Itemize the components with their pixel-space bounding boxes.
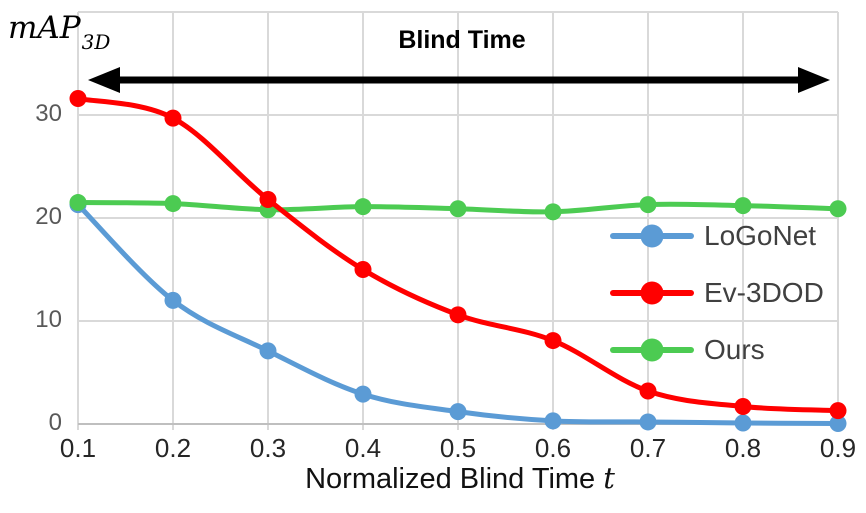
x-tick-label: 0.2 (154, 433, 192, 463)
chart-title: Blind Time (398, 26, 526, 54)
data-point-ours (639, 196, 657, 214)
y-tick-label: 20 (35, 203, 62, 230)
data-point-ev-3dod (259, 190, 277, 208)
y-tick-label: 30 (35, 100, 62, 127)
data-point-logonet (449, 403, 467, 421)
data-point-ev-3dod (734, 397, 752, 415)
data-point-ev-3dod (639, 382, 657, 400)
data-point-ours (829, 200, 847, 218)
x-tick-label: 0.8 (724, 433, 762, 463)
x-axis-label-text: Normalized Blind Time (305, 463, 596, 495)
data-point-logonet (734, 414, 752, 432)
blind-time-arrow-left-head-icon (88, 67, 120, 93)
x-tick-label: 0.6 (534, 433, 572, 463)
data-point-logonet (639, 413, 657, 431)
legend-label-ours: Ours (704, 334, 765, 365)
y-axis-title-main: mAP (8, 10, 81, 46)
data-point-ours (69, 194, 87, 212)
y-axis-title-subscript: 3D (81, 30, 111, 55)
blind-time-arrow-right-head-icon (798, 67, 830, 93)
legend-item-ours: Ours (610, 330, 840, 370)
legend-item-logonet: LoGoNet (610, 216, 840, 256)
series-line-logonet (75, 202, 841, 426)
data-point-ours (734, 197, 752, 215)
data-point-ours (544, 203, 562, 221)
y-tick-label: 0 (48, 409, 62, 436)
legend-swatch-ours (610, 338, 694, 362)
x-tick-label: 0.1 (59, 433, 97, 463)
data-point-ours (449, 200, 467, 218)
data-point-logonet (259, 342, 277, 360)
legend: LoGoNet Ev-3DOD Ours (610, 216, 840, 387)
x-tick-label: 0.4 (344, 433, 382, 463)
x-tick-label: 0.7 (629, 433, 667, 463)
x-tick-label: 0.9 (819, 433, 857, 463)
legend-label-ev3dod: Ev-3DOD (704, 277, 824, 308)
legend-swatch-ev3dod (610, 281, 694, 305)
data-point-ours (354, 198, 372, 216)
y-axis-title: mAP3D (8, 10, 110, 54)
data-point-ev-3dod (354, 261, 372, 278)
legend-item-ev3dod: Ev-3DOD (610, 273, 840, 313)
data-point-logonet (164, 291, 182, 309)
legend-marker-icon (640, 224, 664, 248)
legend-label-logonet: LoGoNet (704, 220, 817, 251)
data-point-ev-3dod (164, 109, 182, 127)
data-point-logonet (354, 385, 372, 403)
data-point-logonet (544, 412, 562, 430)
x-axis-label-variable: t (603, 461, 615, 495)
data-point-ev-3dod (544, 332, 562, 350)
data-point-ev-3dod (69, 90, 87, 108)
legend-marker-icon (640, 281, 664, 305)
legend-swatch-logonet (610, 224, 694, 248)
data-point-logonet (829, 414, 847, 432)
data-point-ev-3dod (829, 402, 847, 420)
data-point-ours (164, 195, 182, 213)
x-tick-label: 0.5 (439, 433, 477, 463)
x-tick-label: 0.3 (249, 433, 287, 463)
legend-marker-icon (640, 338, 664, 362)
y-tick-label: 10 (35, 306, 62, 333)
x-axis-label: Normalized Blind Time t (305, 461, 615, 496)
data-point-ev-3dod (449, 306, 467, 324)
